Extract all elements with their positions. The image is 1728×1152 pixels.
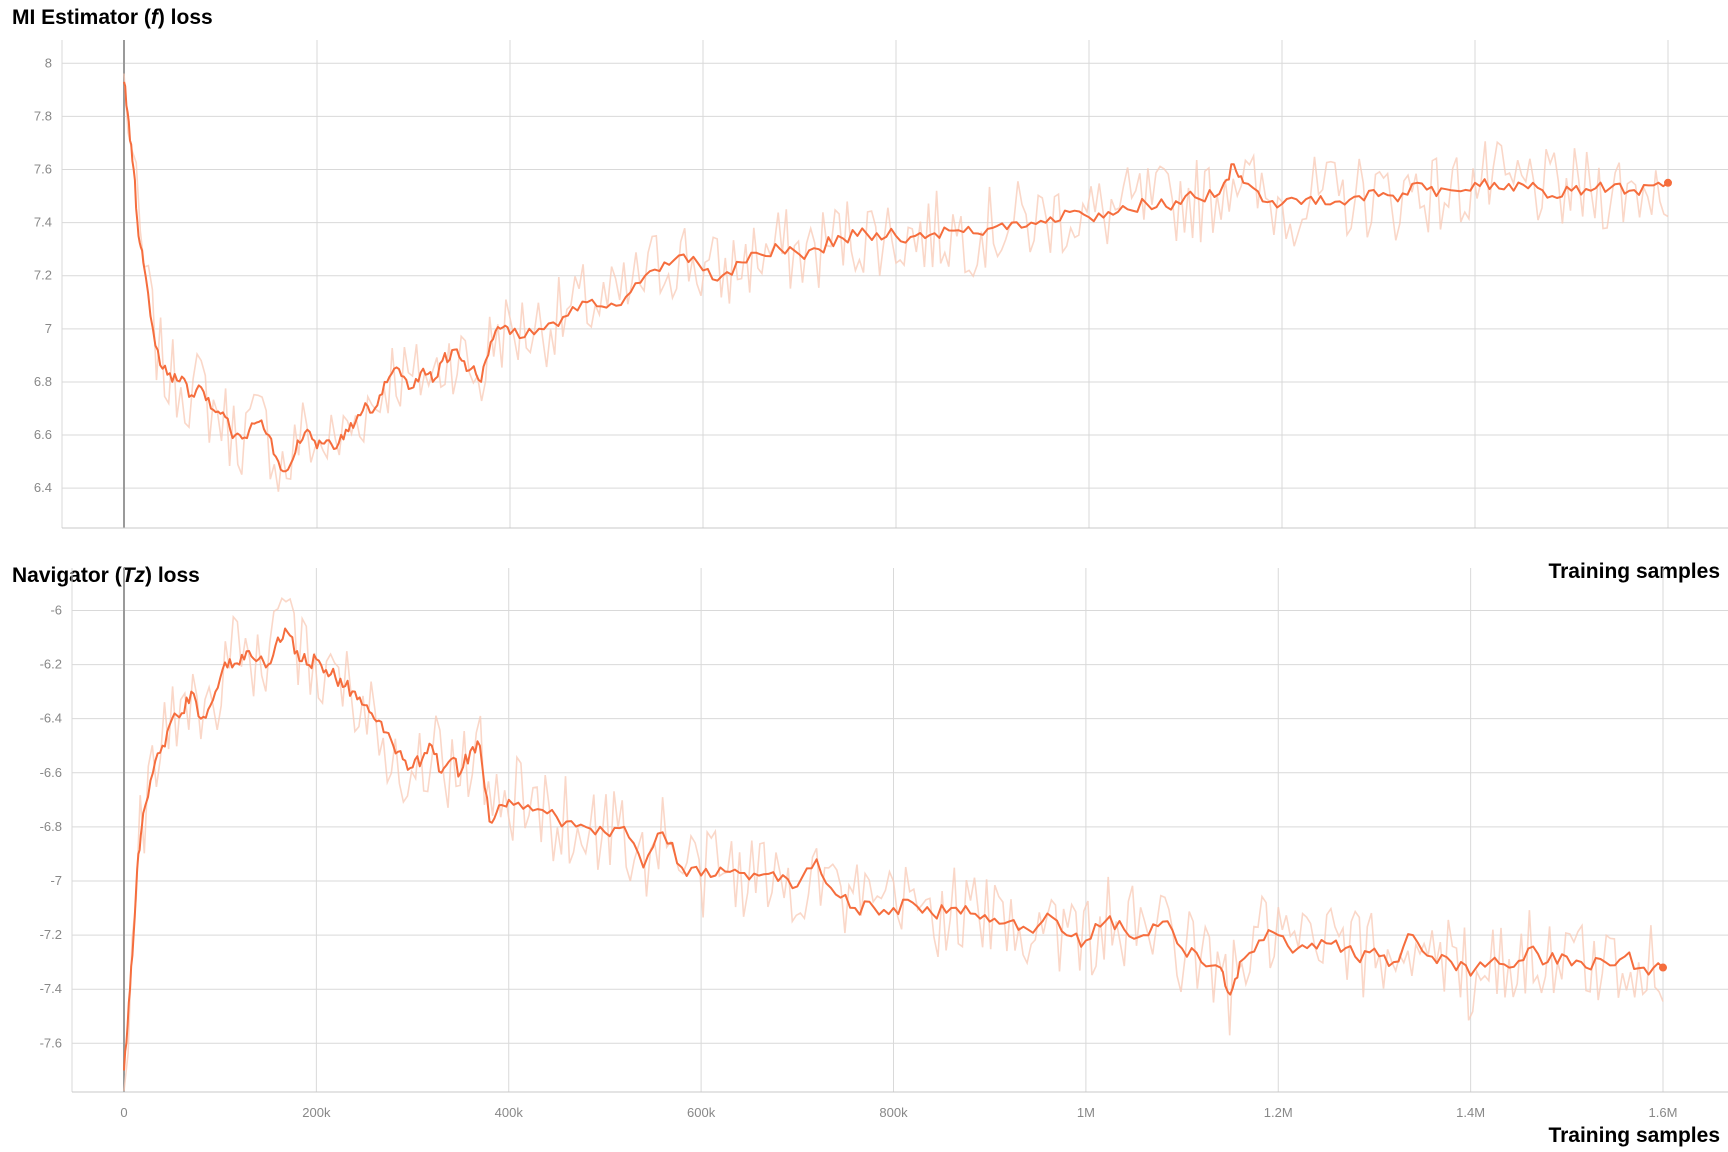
chart-title: MI Estimator (f) loss: [12, 6, 213, 29]
y-tick-label: 7.4: [34, 215, 52, 230]
x-tick-label: 1.6M: [1649, 1105, 1678, 1120]
x-tick-label: 1M: [1077, 1105, 1095, 1120]
x-tick-label: 1.2M: [1264, 1105, 1293, 1120]
x-axis-label: Training samples: [1548, 1124, 1720, 1147]
y-tick-label: -7.4: [40, 981, 62, 996]
y-tick-label: -7.2: [40, 927, 62, 942]
series-end-marker: [1664, 178, 1672, 187]
navigator-loss-chart: -7.6 -7.4 -7.2 -7 -6.8 -6.6 -6.4 -6.2 -6 0 200k 400…: [40, 568, 1728, 1120]
smoothed-series-line: [123, 81, 1669, 473]
y-tick-label: 6.6: [34, 427, 52, 442]
y-tick-label: 7.2: [34, 268, 52, 283]
series-end-marker: [1659, 963, 1667, 972]
y-tick-label: -7.6: [40, 1035, 62, 1050]
chart-title: Navigator (Tz) loss: [12, 564, 200, 587]
y-tick-label: 6.8: [34, 374, 52, 389]
y-tick-label: -7: [50, 873, 62, 888]
y-tick-label: -6: [50, 602, 62, 617]
x-tick-label: 400k: [495, 1105, 524, 1120]
mi-estimator-loss-chart: 6.46.66.877.27.47.67.880200k400k600k800k…: [34, 40, 1728, 529]
x-tick-label: 800k: [879, 1105, 908, 1120]
y-tick-label: -6.8: [40, 819, 62, 834]
x-axis-label: Training samples: [1548, 560, 1720, 583]
y-tick-label: -6.4: [40, 711, 62, 726]
y-tick-label: -6.6: [40, 765, 62, 780]
title-symbol: f: [150, 6, 158, 29]
x-tick-label: 200k: [302, 1105, 331, 1120]
y-tick-label: 8: [45, 55, 52, 70]
y-tick-label: 7.6: [34, 162, 52, 177]
x-tick-label: 0: [120, 1105, 127, 1120]
y-tick-label: 7: [45, 321, 52, 336]
x-tick-label: 600k: [687, 1105, 716, 1120]
y-tick-label: 6.4: [34, 480, 52, 495]
x-tick-label: 1.4M: [1456, 1105, 1485, 1120]
chart-panel-navigator: Navigator (Tz) loss -7.6 -7.4 -7.2 -7 -6.8 -6…: [0, 564, 1728, 1152]
chart-panel-mi-estimator: MI Estimator (f) loss 6.4 6.6 6.8 7 7.2 7.4 7.…: [0, 0, 1728, 583]
y-tick-label: 7.8: [34, 108, 52, 123]
y-tick-label: -6.2: [40, 657, 62, 672]
title-symbol: Tz: [121, 564, 146, 587]
raw-series-line: [123, 596, 1664, 1092]
smoothed-series-line: [123, 627, 1664, 1071]
